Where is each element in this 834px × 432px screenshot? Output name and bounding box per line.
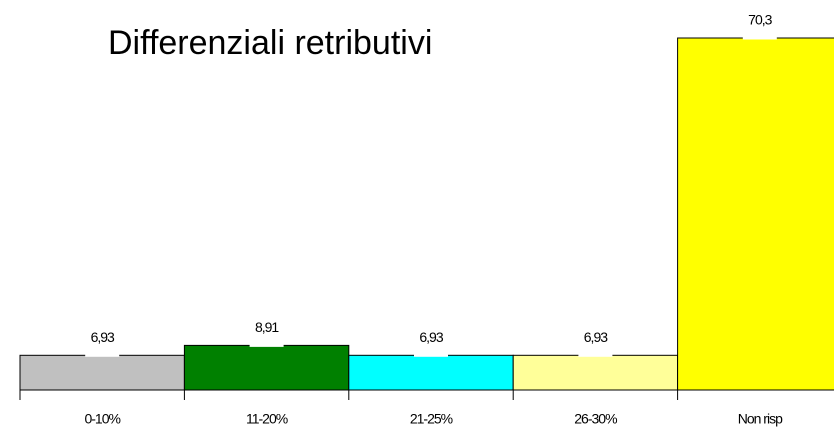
bar bbox=[677, 37, 834, 391]
bar bbox=[512, 354, 679, 391]
value-label: 6,93 bbox=[419, 329, 443, 345]
x-tick-label: 21-25% bbox=[410, 411, 453, 427]
x-tick-label: Non risp bbox=[738, 411, 783, 427]
value-label: 6,93 bbox=[91, 329, 115, 345]
label-gap bbox=[85, 353, 120, 357]
chart-title: Differenziali retributivi bbox=[108, 24, 432, 62]
value-label: 8,91 bbox=[255, 319, 279, 335]
label-gap bbox=[249, 343, 284, 347]
bar bbox=[348, 354, 514, 391]
bar bbox=[19, 354, 185, 391]
x-tick-label: 26-30% bbox=[574, 411, 617, 427]
label-gap bbox=[742, 36, 777, 40]
value-label: 70,3 bbox=[748, 12, 772, 28]
label-gap bbox=[414, 353, 448, 357]
x-tick-label: 0-10% bbox=[84, 411, 120, 427]
label-gap bbox=[578, 353, 613, 357]
x-tick-label: 11-20% bbox=[246, 411, 288, 427]
value-label: 6,93 bbox=[584, 329, 608, 345]
bar bbox=[183, 344, 350, 391]
